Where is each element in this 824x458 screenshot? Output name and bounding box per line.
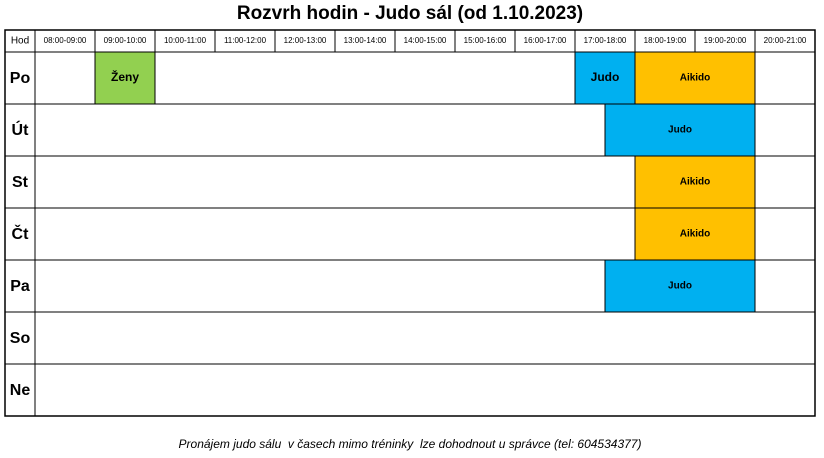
day-row: [4, 363, 816, 417]
day-label: St: [12, 174, 29, 191]
event-label: Judo: [668, 281, 692, 292]
event-cell: [604, 259, 756, 313]
day-label: Čt: [12, 224, 30, 243]
event-cell: [574, 51, 636, 105]
event-cell: [604, 103, 756, 157]
day-label: Po: [10, 70, 31, 87]
column-header: 17:00-18:00: [584, 36, 627, 45]
day-label: Út: [12, 120, 30, 139]
column-header: 14:00-15:00: [404, 36, 447, 45]
column-header: 12:00-13:00: [284, 36, 327, 45]
event-label: Aikido: [680, 73, 711, 84]
day-label: Ne: [10, 382, 31, 399]
event-cell: [634, 51, 756, 105]
column-header: 10:00-11:00: [164, 36, 207, 45]
event-cell: [94, 51, 156, 105]
column-header: 13:00-14:00: [344, 36, 387, 45]
event-label: Aikido: [680, 177, 711, 188]
column-header: 18:00-19:00: [644, 36, 687, 45]
day-label: Pa: [10, 278, 30, 295]
column-header: 20:00-21:00: [764, 36, 807, 45]
corner-label: Hod: [11, 36, 29, 47]
event-label: Ženy: [111, 69, 139, 84]
column-header: 16:00-17:00: [524, 36, 567, 45]
column-header: 19:00-20:00: [704, 36, 747, 45]
column-header: 15:00-16:00: [464, 36, 507, 45]
footer-note: Pronájem judo sálu v časech mimo trénink…: [179, 437, 642, 451]
table-frame: [4, 29, 816, 417]
event-label: Aikido: [680, 229, 711, 240]
event-label: Judo: [591, 70, 620, 84]
column-header: 09:00-10:00: [104, 36, 147, 45]
column-header: 11:00-12:00: [224, 36, 267, 45]
day-label: So: [10, 330, 31, 347]
day-row: [4, 311, 816, 365]
event-label: Judo: [668, 125, 692, 136]
column-header: 08:00-09:00: [44, 36, 87, 45]
title: Rozvrh hodin - Judo sál (od 1.10.2023): [237, 3, 583, 24]
